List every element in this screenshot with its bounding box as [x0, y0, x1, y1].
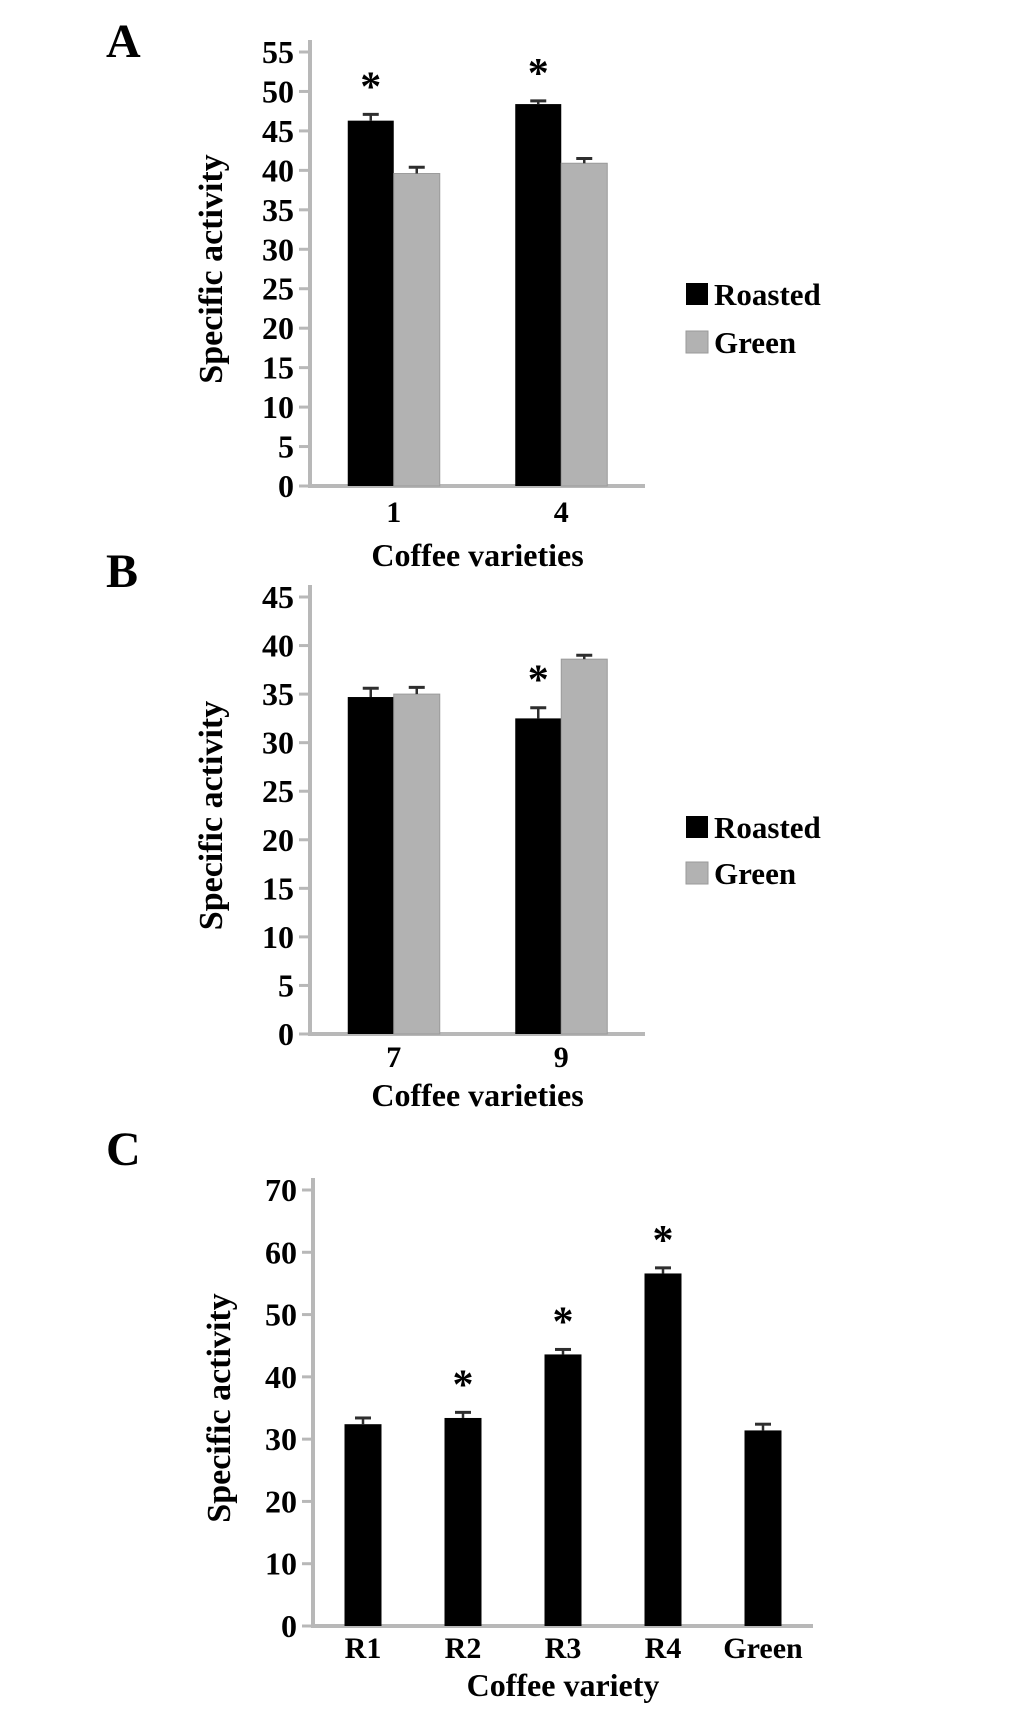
- y-tick-label: 0: [281, 1608, 297, 1644]
- y-tick-label: 20: [262, 310, 294, 346]
- significance-asterisk: *: [360, 64, 381, 110]
- bar-roasted-1: [347, 120, 394, 486]
- legend-swatch-green-icon: [685, 861, 709, 885]
- significance-asterisk: *: [653, 1218, 674, 1264]
- y-tick-label: 50: [262, 73, 294, 109]
- legend-label-roasted: Roasted: [714, 277, 821, 312]
- y-tick-label: 55: [262, 34, 294, 70]
- significance-asterisk: *: [553, 1299, 574, 1345]
- x-tick-label: 7: [386, 1041, 401, 1074]
- y-tick-label: 30: [262, 725, 294, 761]
- bar-roasted-9: [515, 718, 562, 1034]
- bar-roasted-green: [744, 1430, 782, 1626]
- x-axis-title: Coffee varieties: [371, 1077, 583, 1113]
- chart-panel-c: 0 10 20 30 40 50 60 70 R1 R2 * R3 * R4 * Green Coffee va…: [201, 1172, 813, 1703]
- y-tick-label: 10: [262, 919, 294, 955]
- legend-swatch-roasted-icon: [686, 816, 708, 838]
- significance-asterisk: *: [453, 1362, 474, 1408]
- bar-roasted-r1: [344, 1424, 382, 1626]
- bar-roasted-7: [347, 697, 394, 1034]
- y-tick-label: 10: [262, 389, 294, 425]
- panel-label-a: A: [106, 15, 141, 68]
- x-tick-label: 1: [386, 496, 401, 529]
- y-axis-title: Specific activity: [193, 701, 230, 930]
- legend-label-green: Green: [714, 856, 796, 891]
- x-axis-title: Coffee varieties: [371, 537, 583, 573]
- y-tick-label: 30: [262, 231, 294, 267]
- y-tick-label: 0: [278, 1016, 294, 1052]
- significance-asterisk: *: [528, 51, 549, 97]
- bar-green-9: [560, 658, 608, 1035]
- bar-roasted-r3: [544, 1354, 582, 1626]
- y-tick-label: 15: [262, 870, 294, 906]
- x-axis-title: Coffee variety: [467, 1667, 660, 1703]
- legend-label-roasted: Roasted: [714, 810, 821, 845]
- y-tick-label: 25: [262, 271, 294, 307]
- y-tick-label: 50: [265, 1297, 297, 1333]
- x-tick-label: 4: [554, 496, 569, 529]
- significance-asterisk: *: [528, 658, 549, 704]
- x-tick-label: Green: [723, 1632, 803, 1665]
- y-axis-title: Specific activity: [193, 154, 230, 383]
- bar-roasted-r2: [444, 1417, 482, 1626]
- y-tick-label: 5: [278, 967, 294, 1003]
- panel-label-c: C: [106, 1123, 141, 1176]
- y-tick-label: 30: [265, 1421, 297, 1457]
- y-tick-label: 35: [262, 192, 294, 228]
- panel-label-b: B: [106, 545, 139, 598]
- y-axis-title: Specific activity: [201, 1293, 238, 1522]
- x-tick-label: R3: [545, 1632, 582, 1665]
- x-tick-label: 9: [554, 1041, 569, 1074]
- y-tick-label: 40: [262, 152, 294, 188]
- x-tick-label: R4: [645, 1632, 682, 1665]
- bar-roasted-4: [515, 104, 562, 486]
- y-tick-label: 10: [265, 1546, 297, 1582]
- bar-green-1: [393, 173, 441, 487]
- chart-panel-b: 0 5 10 15 20 25 30 35 40 45 7 9 * Coffee varieties Spe…: [193, 579, 821, 1113]
- legend-swatch-green-icon: [685, 330, 709, 354]
- bar-green-4: [560, 162, 608, 487]
- y-tick-label: 35: [262, 676, 294, 712]
- y-tick-label: 0: [278, 468, 294, 504]
- legend-swatch-roasted-icon: [686, 283, 708, 305]
- y-tick-label: 5: [278, 429, 294, 465]
- x-tick-label: R2: [445, 1632, 482, 1665]
- y-tick-label: 40: [262, 628, 294, 664]
- y-tick-label: 25: [262, 773, 294, 809]
- y-tick-label: 45: [262, 579, 294, 615]
- legend-label-green: Green: [714, 325, 796, 360]
- y-tick-label: 40: [265, 1359, 297, 1395]
- x-tick-label: R1: [345, 1632, 382, 1665]
- y-tick-label: 70: [265, 1172, 297, 1208]
- y-tick-label: 60: [265, 1234, 297, 1270]
- y-tick-label: 45: [262, 113, 294, 149]
- y-tick-label: 15: [262, 350, 294, 386]
- bar-green-7: [393, 693, 441, 1035]
- y-tick-label: 20: [265, 1483, 297, 1519]
- bar-roasted-r4: [644, 1273, 682, 1626]
- y-tick-label: 20: [262, 822, 294, 858]
